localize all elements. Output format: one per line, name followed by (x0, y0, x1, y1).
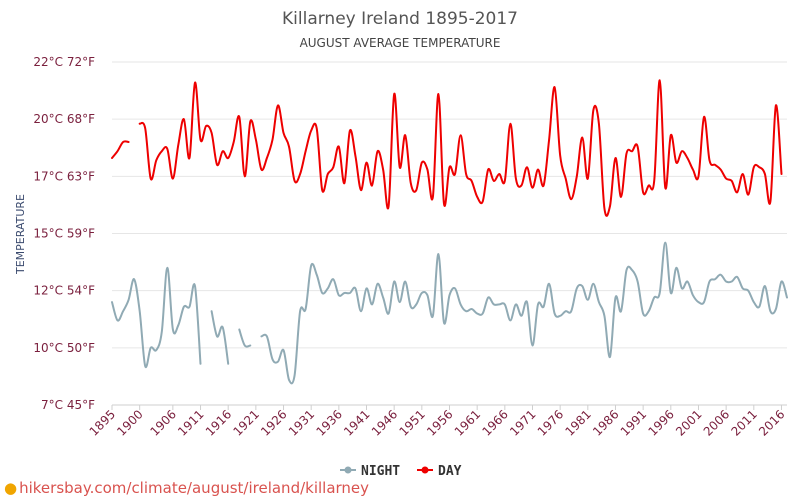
x-tick-label: 1936 (313, 407, 344, 438)
y-tick-label: 22°C 72°F (33, 55, 95, 69)
y-tick-label: 12°C 54°F (33, 284, 95, 298)
legend-label-day: DAY (438, 464, 462, 479)
legend-label-night: NIGHT (361, 464, 400, 479)
x-tick-label: 1911 (175, 407, 206, 438)
x-tick-label: 1956 (424, 407, 455, 438)
series-line-night (111, 266, 202, 369)
x-tick-label: 1981 (562, 407, 593, 438)
x-tick-label: 1961 (452, 407, 483, 438)
series-lines (111, 79, 788, 385)
legend-marker-night (344, 466, 352, 474)
series-line-night (260, 241, 788, 385)
map-pin-icon: ● (4, 479, 18, 497)
watermark-text: hikersbay.com/climate/august/ireland/kil… (19, 479, 370, 497)
chart-subtitle: AUGUST AVERAGE TEMPERATURE (300, 36, 501, 50)
series-line-day (138, 79, 783, 217)
x-tick-label: 2016 (756, 407, 787, 438)
x-tick-label: 1976 (535, 407, 566, 438)
legend-item-night[interactable]: NIGHT (340, 464, 400, 479)
series-line-night (238, 328, 252, 348)
y-tick-labels: 7°C 45°F 10°C 50°F 12°C 54°F 15°C 59°F 17°C … (33, 55, 95, 412)
y-tick-label: 20°C 68°F (33, 112, 95, 126)
y-tick-label: 10°C 50°F (33, 341, 95, 355)
x-tick-label: 1926 (258, 407, 289, 438)
legend-marker-day (421, 466, 429, 474)
x-tick-label: 2011 (728, 407, 759, 438)
x-tick-label: 1941 (341, 407, 372, 438)
x-tick-label: 1991 (618, 407, 649, 438)
series-line-night (210, 310, 230, 365)
x-tick-label: 1916 (203, 407, 234, 438)
x-tick-label: 1946 (369, 407, 400, 438)
y-tick-label: 17°C 63°F (33, 169, 95, 183)
x-tick-label: 1951 (396, 407, 427, 438)
x-tick-label: 1986 (590, 407, 621, 438)
chart-title: Killarney Ireland 1895-2017 (282, 9, 518, 29)
x-tick-label: 1931 (286, 407, 317, 438)
x-tick-label: 1971 (507, 407, 538, 438)
x-tick-label: 1966 (479, 407, 510, 438)
y-axis-label: TEMPERATURE (14, 194, 27, 275)
series-line-day (111, 140, 130, 159)
grid-lines (112, 61, 787, 406)
x-tick-label: 1906 (147, 407, 178, 438)
watermark[interactable]: ● hikersbay.com/climate/august/ireland/ki… (4, 479, 369, 497)
x-tick-label: 2001 (673, 407, 704, 438)
x-tick-label: 1921 (230, 407, 261, 438)
legend-item-day[interactable]: DAY (417, 464, 462, 479)
y-tick-label: 15°C 59°F (33, 227, 95, 241)
x-tick-label: 2006 (701, 407, 732, 438)
x-tick-label: 1996 (645, 407, 676, 438)
x-tick-label: 1900 (114, 407, 145, 438)
y-tick-label: 7°C 45°F (41, 398, 95, 412)
legend: NIGHT DAY (340, 464, 462, 479)
